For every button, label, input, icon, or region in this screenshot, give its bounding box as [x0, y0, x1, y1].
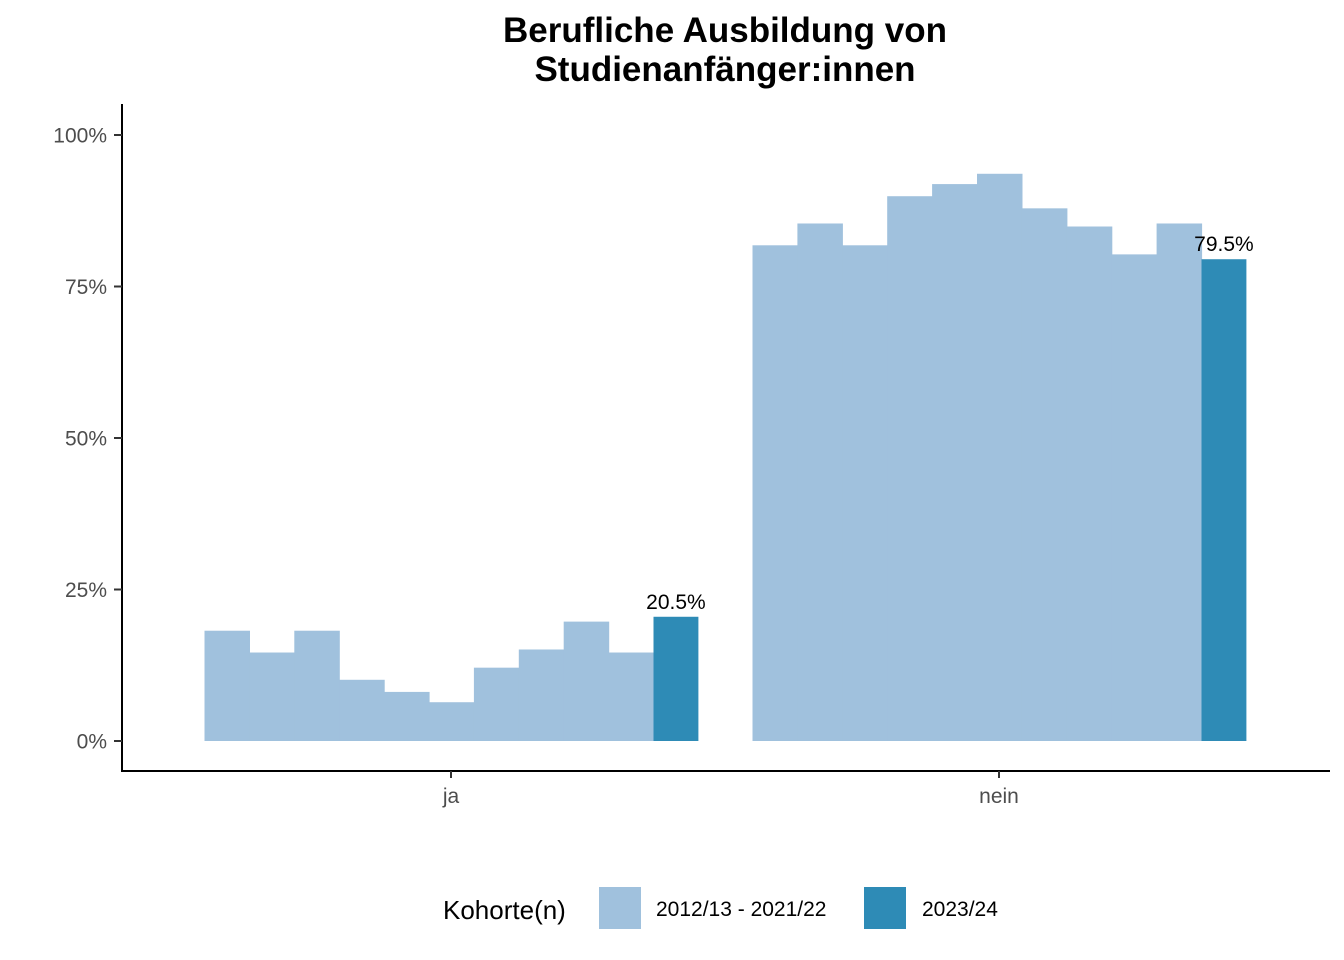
y-tick-label-3: 75% — [65, 276, 107, 299]
bar-ja-historic-9 — [563, 621, 610, 741]
bar-nein-historic-3 — [842, 245, 888, 742]
bar-ja-current — [653, 616, 699, 741]
axes: ja nein 0% 25% 50% 75% 100% — [53, 104, 1330, 808]
legend-label-historic: 2012/13 - 2021/22 — [656, 898, 826, 921]
y-tick-label-1: 25% — [65, 579, 107, 602]
legend-title: Kohorte(n) — [443, 895, 566, 925]
data-label-ja: 20.5% — [646, 591, 706, 614]
bar-ja-historic-10 — [608, 652, 655, 741]
bar-nein-historic-9 — [1111, 254, 1158, 741]
bar-nein-historic-2 — [797, 223, 843, 742]
y-tick-label-2: 50% — [65, 428, 107, 451]
bar-ja-historic-1 — [204, 630, 250, 741]
bar-ja-historic-2 — [249, 652, 295, 741]
bar-nein-historic-6 — [977, 173, 1023, 741]
x-tick-label-nein: nein — [979, 785, 1019, 808]
bar-ja-historic-6 — [429, 702, 475, 741]
y-tick-label-4: 100% — [53, 125, 107, 148]
bar-nein-historic-8 — [1066, 226, 1113, 741]
bar-nein-historic-1 — [752, 245, 798, 742]
data-label-nein: 79.5% — [1194, 233, 1254, 256]
plot-area: 20.5% 79.5% — [204, 173, 1254, 742]
bar-ja-historic-7 — [473, 667, 520, 741]
y-tick-label-0: 0% — [77, 731, 107, 754]
chart-title-line-2: Studienanfänger:innen — [534, 50, 915, 89]
bar-nein-current — [1201, 259, 1247, 741]
chart-title-line-1: Berufliche Ausbildung von — [503, 11, 947, 50]
chart-title: Berufliche Ausbildung von Studienanfänge… — [503, 11, 947, 89]
bar-nein-historic-4 — [887, 196, 933, 741]
legend: Kohorte(n) 2012/13 - 2021/22 2023/24 — [443, 887, 998, 929]
bar-nein-historic-10 — [1156, 223, 1203, 742]
bar-ja-historic-8 — [518, 649, 565, 741]
legend-swatch-historic — [599, 887, 641, 929]
bar-nein-historic-5 — [932, 184, 978, 742]
bar-ja-historic-3 — [294, 630, 340, 741]
legend-label-current: 2023/24 — [922, 898, 998, 921]
bar-ja-historic-4 — [339, 679, 385, 741]
legend-swatch-current — [864, 887, 906, 929]
bar-ja-historic-5 — [384, 691, 430, 741]
bar-nein-historic-7 — [1021, 208, 1068, 741]
x-tick-label-ja: ja — [442, 785, 460, 808]
